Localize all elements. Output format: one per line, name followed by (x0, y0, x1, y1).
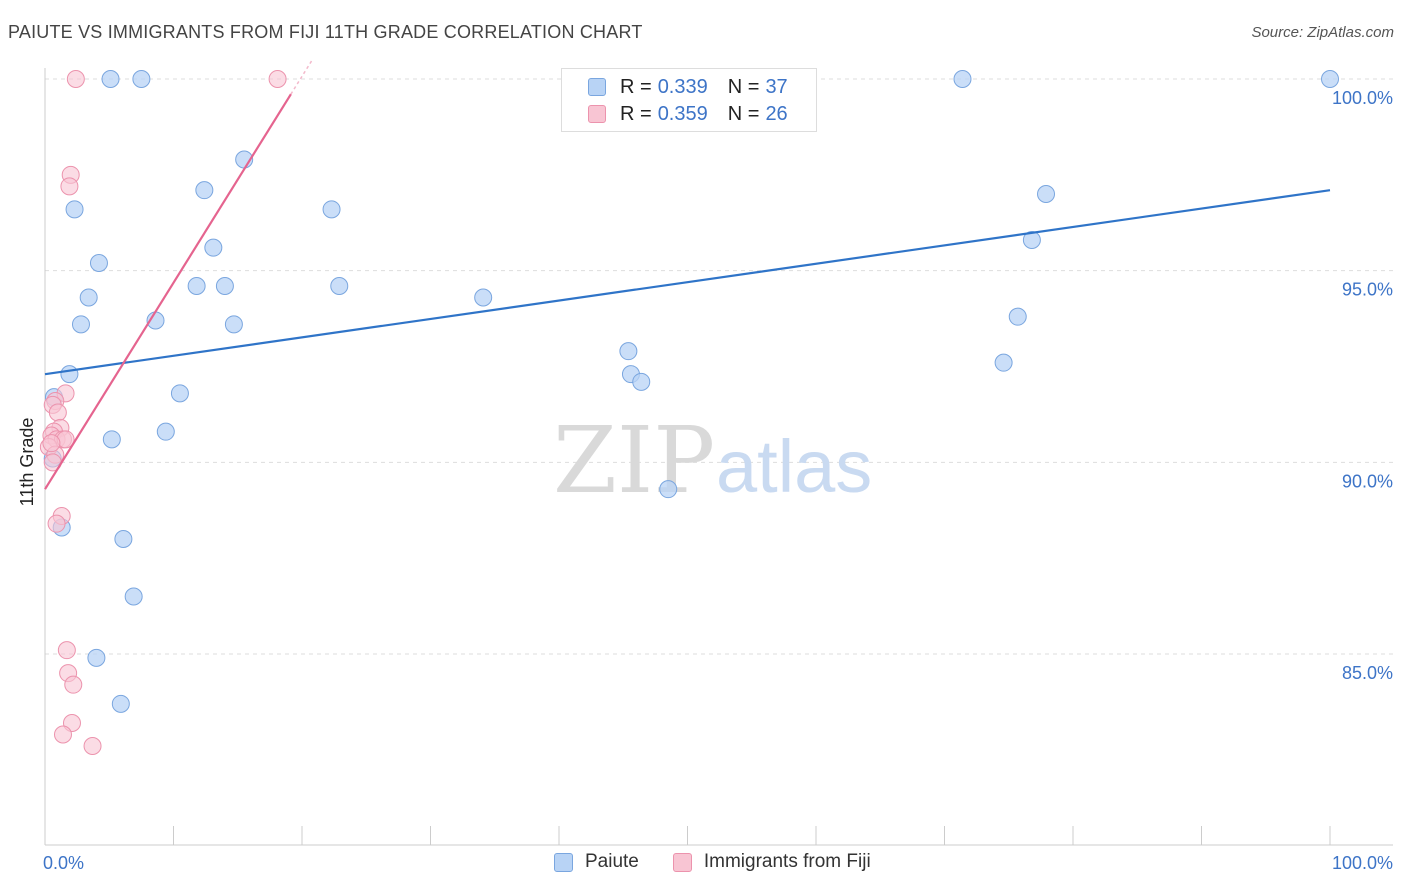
watermark-atlas: atlas (716, 425, 872, 508)
stats-legend: R = 0.339 N = 37 R = 0.359 N = 26 (561, 68, 817, 132)
legend-row-fiji: R = 0.359 N = 26 (588, 102, 788, 126)
legend-swatch-paiute (588, 78, 606, 96)
fiji-trend-extension (290, 59, 313, 95)
paiute-points (43, 70, 1339, 713)
paiute-point (632, 372, 651, 391)
paiute-point (195, 181, 214, 200)
paiute-point (124, 587, 143, 606)
legend-row-paiute: R = 0.339 N = 37 (588, 75, 788, 99)
paiute-point (114, 530, 133, 548)
fiji-point (42, 434, 61, 453)
paiute-point (619, 342, 638, 361)
legend-r-label: R = (620, 102, 652, 125)
fiji-point (64, 675, 83, 694)
paiute-point (659, 480, 678, 499)
paiute-point (102, 430, 121, 449)
paiute-point (65, 200, 84, 219)
watermark: ZIP atlas (553, 407, 872, 514)
fiji-point (57, 641, 76, 660)
fiji-points (39, 70, 287, 755)
x-tick-label: 100.0% (1332, 853, 1393, 873)
paiute-point (330, 277, 349, 295)
paiute-trend-line (44, 189, 1331, 376)
legend-r-value: 0.359 (657, 102, 708, 125)
series-name-fiji: Immigrants from Fiji (703, 851, 871, 872)
paiute-point (101, 70, 120, 88)
fiji-point (53, 725, 72, 744)
paiute-point (60, 365, 79, 384)
series-legend: Paiute Immigrants from Fiji (554, 851, 905, 873)
paiute-point (170, 384, 189, 403)
paiute-point (215, 277, 234, 295)
paiute-point (1037, 185, 1056, 203)
y-tick-label: 100.0% (1332, 88, 1393, 108)
paiute-point (79, 288, 98, 307)
paiute-point (953, 70, 972, 88)
paiute-point (994, 353, 1013, 372)
paiute-point (89, 254, 108, 272)
fiji-point (47, 514, 66, 533)
paiute-point (322, 200, 341, 219)
paiute-point (187, 277, 206, 295)
y-tick-label: 90.0% (1342, 471, 1393, 491)
fiji-point (48, 403, 67, 422)
fiji-point (268, 70, 287, 88)
chart-title: PAIUTE VS IMMIGRANTS FROM FIJI 11TH GRAD… (8, 22, 643, 42)
paiute-point (156, 422, 175, 441)
paiute-point (474, 288, 493, 307)
paiute-point (204, 238, 223, 257)
paiute-point (1008, 307, 1027, 326)
series-swatch-fiji (672, 852, 692, 872)
paiute-point (1321, 70, 1339, 88)
paiute-point (111, 694, 130, 713)
series-name-paiute: Paiute (585, 851, 639, 872)
watermark-zip: ZIP (553, 407, 715, 514)
legend-n-label: N = (727, 75, 760, 98)
source-label: Source: ZipAtlas.com (1251, 24, 1394, 41)
fiji-trend-line (44, 93, 292, 490)
fiji-point (66, 70, 85, 88)
legend-n-label: N = (727, 102, 760, 125)
paiute-point (132, 70, 151, 88)
fiji-point (60, 177, 79, 196)
legend-swatch-fiji (588, 105, 606, 123)
x-tick-label: 0.0% (43, 853, 84, 873)
series-legend-paiute[interactable]: Paiute (554, 851, 639, 873)
y-tick-label: 85.0% (1342, 663, 1393, 683)
paiute-point (71, 315, 90, 334)
y-tick-label: 95.0% (1342, 280, 1393, 300)
paiute-point (224, 315, 243, 334)
series-legend-fiji[interactable]: Immigrants from Fiji (672, 851, 871, 873)
series-swatch-paiute (554, 852, 573, 872)
legend-n-value: 26 (765, 102, 788, 125)
trend-lines (44, 59, 1331, 490)
legend-r-label: R = (620, 75, 652, 98)
tick-labels: 85.0% 90.0% 95.0% 100.0% 0.0% 100.0% (43, 88, 1393, 873)
y-axis-label: 11th Grade (17, 418, 37, 507)
legend-n-value: 37 (765, 75, 788, 98)
paiute-point (1022, 231, 1041, 249)
paiute-point (87, 648, 106, 667)
fiji-point (83, 737, 102, 755)
legend-r-value: 0.339 (657, 75, 708, 98)
